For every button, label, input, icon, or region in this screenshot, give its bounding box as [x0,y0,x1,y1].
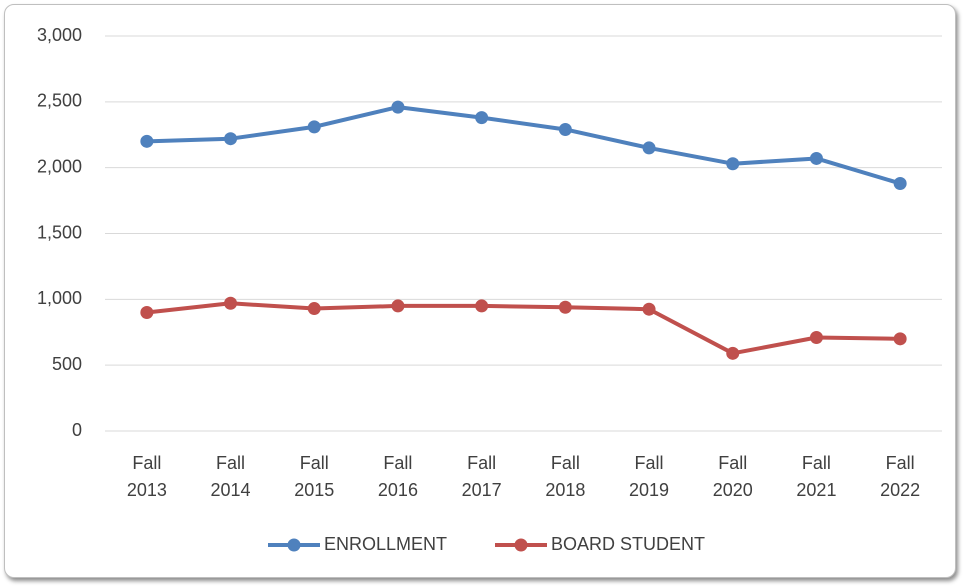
x-tick-label: Fall 2021 [796,453,837,500]
x-tick-label: Fall 2014 [210,453,251,500]
data-point [558,122,572,136]
y-tick-label: 1,500 [37,222,82,242]
chart-frame [4,4,956,578]
legend-marker [514,538,528,552]
y-tick-label: 2,000 [37,156,82,176]
data-point [307,302,321,316]
legend-marker [287,538,301,552]
x-tick-label: Fall 2013 [126,453,167,500]
data-point [391,299,405,313]
x-tick-label: Fall 2022 [880,453,921,500]
data-point [809,331,823,345]
data-point [140,134,154,148]
data-point [558,300,572,314]
y-tick-label: 1,000 [37,288,82,308]
x-tick-label: Fall 2017 [461,453,502,500]
y-tick-label: 0 [72,420,82,440]
data-point [893,332,907,346]
data-point [642,302,656,316]
data-point [307,120,321,134]
data-point [726,346,740,360]
series-line [146,105,901,186]
x-tick-label: Fall 2015 [294,453,335,500]
x-tick-label: Fall 2019 [629,453,670,500]
y-tick-label: 500 [52,354,82,374]
data-point [224,296,238,310]
legend-label: BOARD STUDENT [551,534,705,554]
x-tick-label: Fall 2016 [377,453,418,500]
data-point [224,132,238,146]
data-point [475,299,489,313]
data-point [893,176,907,190]
x-tick-label: Fall 2020 [712,453,753,500]
data-point [726,157,740,171]
data-point [475,111,489,125]
data-point [391,100,405,114]
data-point [642,141,656,155]
data-point [140,306,154,319]
data-point [809,151,823,165]
series-line [146,301,901,356]
x-tick-label: Fall 2018 [545,453,586,500]
legend-label: ENROLLMENT [324,534,447,554]
y-tick-label: 2,500 [37,91,82,111]
y-tick-label: 3,000 [37,25,82,45]
